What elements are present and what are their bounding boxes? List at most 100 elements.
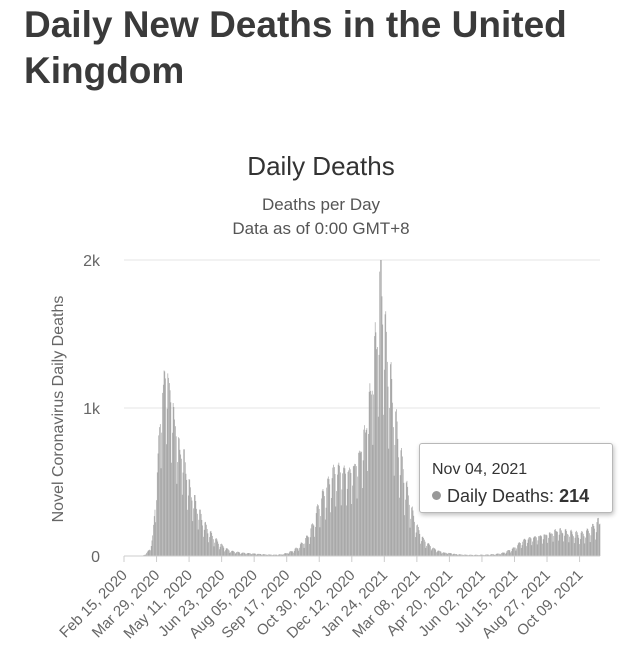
grid-lines	[124, 259, 600, 409]
bar	[222, 546, 224, 556]
bar	[431, 549, 433, 556]
bar	[271, 554, 272, 556]
bar	[184, 462, 186, 556]
bar	[212, 539, 214, 556]
bar	[394, 444, 396, 556]
bar	[396, 409, 397, 556]
bar	[169, 383, 170, 556]
bar	[492, 554, 493, 556]
bar	[551, 533, 552, 556]
tooltip-separator: :	[549, 486, 555, 506]
bar	[555, 530, 557, 556]
bar	[477, 554, 478, 556]
bar	[309, 537, 311, 556]
bar	[418, 530, 420, 556]
bar	[297, 548, 299, 556]
bar	[155, 522, 157, 556]
bar	[225, 550, 226, 556]
bar	[222, 544, 223, 556]
bar	[556, 531, 558, 556]
bar	[561, 530, 562, 556]
bar	[354, 463, 356, 556]
bar	[252, 553, 253, 556]
bar	[283, 554, 284, 556]
bar	[323, 491, 325, 556]
bar	[329, 484, 331, 556]
bar	[264, 554, 266, 556]
bar	[436, 552, 437, 556]
bar	[173, 406, 175, 556]
bar	[278, 554, 279, 556]
bar	[313, 525, 315, 556]
bar	[162, 384, 164, 556]
bar	[256, 554, 257, 556]
bar	[480, 554, 482, 556]
bar	[368, 433, 369, 556]
bar	[287, 553, 289, 556]
bar	[444, 552, 446, 556]
bar	[539, 535, 541, 556]
bar	[150, 550, 151, 556]
bar	[582, 533, 584, 556]
bar	[315, 513, 317, 556]
bar	[195, 500, 197, 556]
bar	[224, 551, 225, 556]
bar	[436, 551, 438, 556]
bar	[184, 449, 185, 556]
bar	[574, 537, 576, 556]
bar	[366, 428, 368, 556]
bar	[253, 553, 254, 556]
bar	[181, 458, 182, 556]
bar	[281, 554, 282, 556]
bar	[355, 466, 357, 556]
bar	[598, 517, 599, 556]
bar	[460, 554, 462, 556]
bar	[191, 500, 193, 556]
bar	[429, 544, 430, 556]
bar	[507, 550, 508, 556]
bar	[439, 551, 441, 556]
bar	[234, 553, 236, 556]
bar	[239, 552, 241, 556]
bar	[296, 548, 298, 556]
bar	[546, 535, 548, 556]
bar	[361, 451, 362, 556]
bar	[528, 537, 530, 556]
bar	[152, 535, 154, 556]
bar	[375, 332, 377, 556]
bar	[251, 553, 253, 556]
bar	[185, 473, 187, 556]
bar	[186, 479, 188, 556]
bar	[384, 314, 386, 556]
bar	[241, 552, 243, 556]
bar	[268, 554, 269, 556]
bar	[583, 536, 585, 556]
bar	[518, 542, 520, 556]
bar	[523, 538, 525, 556]
bar	[576, 532, 578, 556]
bar	[430, 546, 431, 556]
bar	[270, 554, 272, 556]
bar	[521, 545, 523, 556]
bar	[590, 535, 592, 556]
bar	[218, 543, 219, 556]
bar	[166, 408, 168, 556]
bar	[548, 532, 550, 556]
bar	[153, 524, 154, 556]
bar	[408, 504, 410, 556]
bar	[348, 470, 350, 556]
bar	[512, 547, 514, 556]
bar	[221, 543, 222, 556]
bar	[563, 541, 564, 556]
bar	[481, 554, 483, 556]
bar	[497, 553, 499, 556]
bar	[189, 479, 191, 556]
bar	[156, 500, 157, 556]
tooltip-date: Nov 04, 2021	[432, 461, 528, 478]
bar	[524, 538, 526, 556]
bar	[211, 532, 213, 556]
bar	[325, 507, 327, 556]
bar	[422, 536, 424, 556]
bar	[178, 438, 180, 556]
bar	[276, 554, 278, 556]
